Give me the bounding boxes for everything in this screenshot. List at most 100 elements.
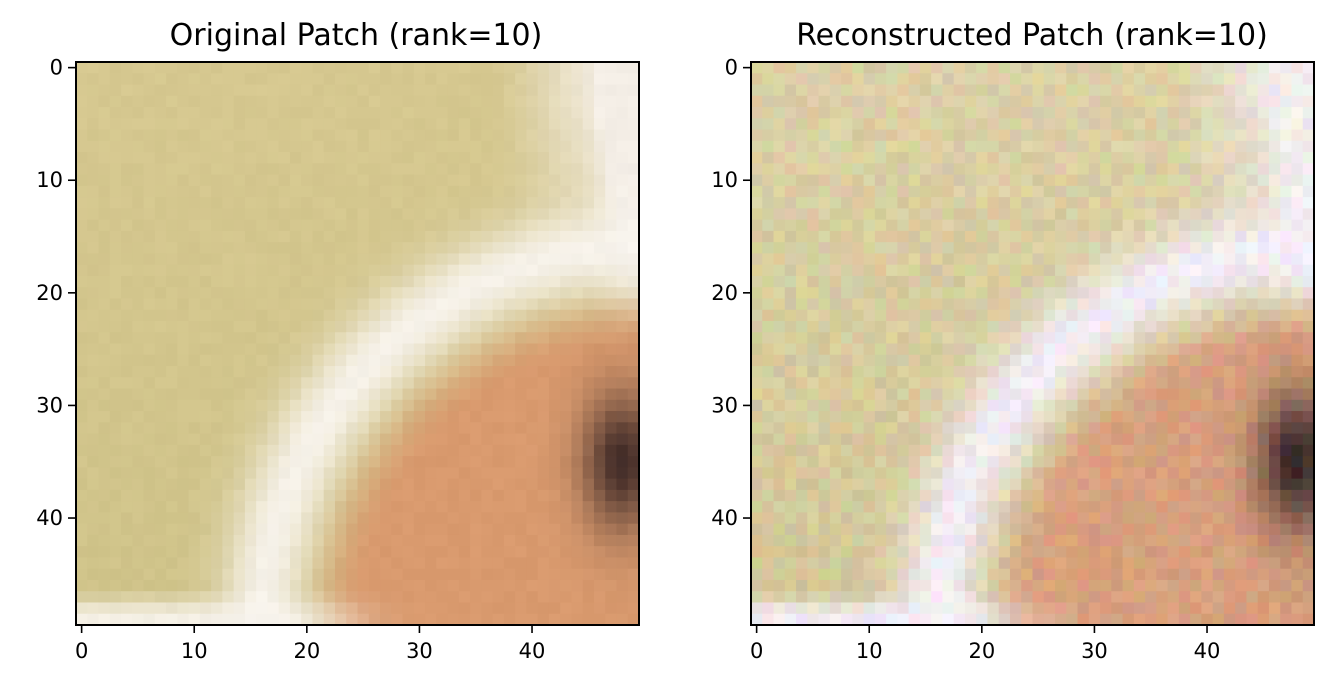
pixel-cell: [458, 489, 471, 502]
pixel-cell: [1009, 343, 1022, 356]
pixel-cell: [1268, 129, 1281, 142]
pixel-cell: [1212, 591, 1225, 604]
pixel-cell: [312, 275, 325, 288]
pixel-cell: [829, 433, 842, 446]
pixel-cell: [1201, 366, 1214, 378]
pixel-cell: [222, 501, 235, 513]
pixel-cell: [942, 62, 955, 74]
pixel-cell: [1043, 579, 1056, 592]
pixel-cell: [627, 118, 640, 131]
pixel-cell: [1201, 275, 1214, 288]
pixel-cell: [222, 534, 235, 547]
pixel-cell: [458, 219, 471, 232]
pixel-cell: [121, 230, 133, 243]
pixel-cell: [436, 568, 449, 581]
pixel-cell: [829, 546, 842, 559]
pixel-cell: [121, 591, 133, 604]
pixel-cell: [773, 489, 786, 502]
pixel-cell: [1246, 62, 1259, 74]
pixel-cell: [1055, 467, 1067, 480]
pixel-cell: [796, 523, 808, 536]
pixel-cell: [166, 287, 178, 300]
pixel-cell: [244, 377, 257, 390]
pixel-cell: [1246, 523, 1259, 536]
pixel-cell: [334, 242, 347, 255]
pixel-cell: [1133, 422, 1146, 435]
pixel-cell: [289, 444, 302, 457]
pixel-cell: [278, 546, 291, 559]
pixel-cell: [1066, 62, 1079, 74]
pixel-cell: [773, 534, 786, 547]
pixel-cell: [526, 275, 539, 288]
pixel-cell: [852, 399, 865, 412]
pixel-cell: [908, 208, 921, 221]
pixel-cell: [796, 275, 808, 288]
pixel-cell: [132, 219, 145, 232]
pixel-cell: [323, 309, 336, 322]
pixel-cell: [458, 208, 471, 221]
pixel-cell: [323, 84, 336, 97]
pixel-cell: [1021, 287, 1034, 300]
pixel-cell: [289, 118, 302, 131]
pixel-cell: [627, 613, 640, 626]
pixel-cell: [166, 140, 178, 153]
pixel-cell: [841, 489, 853, 502]
pixel-cell: [121, 602, 133, 615]
pixel-cell: [503, 377, 516, 390]
pixel-cell: [1246, 512, 1259, 525]
pixel-cell: [537, 591, 550, 604]
pixel-cell: [829, 219, 842, 232]
pixel-cell: [492, 557, 505, 570]
pixel-cell: [526, 456, 539, 468]
pixel-cell: [402, 219, 415, 232]
pixel-cell: [829, 287, 842, 300]
pixel-cell: [346, 287, 359, 300]
pixel-cell: [278, 602, 291, 615]
pixel-cell: [87, 467, 100, 480]
pixel-cell: [886, 62, 898, 74]
pixel-cell: [987, 320, 1000, 333]
pixel-cell: [1280, 411, 1293, 423]
pixel-cell: [1190, 219, 1202, 232]
pixel-cell: [323, 62, 336, 74]
pixel-cell: [278, 275, 291, 288]
pixel-cell: [1043, 343, 1056, 356]
pixel-cell: [391, 354, 404, 367]
pixel-cell: [1055, 422, 1067, 435]
pixel-cell: [1009, 118, 1022, 131]
pixel-cell: [1066, 163, 1079, 176]
pixel-cell: [953, 534, 966, 547]
pixel-cell: [1201, 444, 1214, 457]
pixel-cell: [1190, 523, 1202, 536]
pixel-cell: [796, 219, 808, 232]
pixel-cell: [436, 140, 449, 153]
pixel-cell: [256, 354, 269, 367]
pixel-cell: [931, 73, 944, 86]
pixel-cell: [436, 411, 449, 423]
pixel-cell: [1111, 118, 1124, 131]
pixel-cell: [1133, 467, 1146, 480]
pixel-cell: [199, 253, 212, 266]
pixel-cell: [1178, 107, 1191, 119]
pixel-cell: [109, 140, 122, 153]
pixel-cell: [132, 444, 145, 457]
pixel-cell: [1201, 399, 1214, 412]
pixel-cell: [515, 140, 527, 153]
pixel-cell: [886, 275, 898, 288]
pixel-cell: [1302, 354, 1315, 367]
pixel-cell: [357, 230, 370, 243]
pixel-cell: [346, 95, 359, 108]
pixel-cell: [852, 467, 865, 480]
pixel-cell: [526, 152, 539, 164]
pixel-cell: [244, 534, 257, 547]
pixel-cell: [515, 242, 527, 255]
pixel-cell: [942, 95, 955, 108]
pixel-cell: [1302, 399, 1315, 412]
pixel-cell: [919, 388, 932, 401]
pixel-cell: [98, 557, 111, 570]
pixel-cell: [222, 95, 235, 108]
pixel-cell: [1167, 107, 1180, 119]
pixel-cell: [143, 253, 156, 266]
pixel-cell: [503, 62, 516, 74]
pixel-cell: [953, 253, 966, 266]
